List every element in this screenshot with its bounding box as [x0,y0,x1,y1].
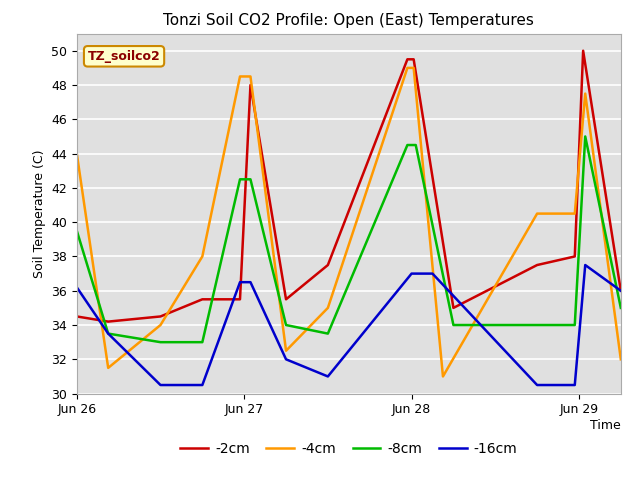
-16cm [324,373,332,379]
Text: TZ_soilco2: TZ_soilco2 [88,50,161,63]
-2cm [282,297,290,302]
Line: -2cm: -2cm [77,51,621,322]
-2cm [617,288,625,294]
Line: -4cm: -4cm [77,68,621,376]
-8cm [282,322,290,328]
-16cm [236,279,244,285]
-16cm [246,279,254,285]
-16cm [73,285,81,290]
-2cm [324,262,332,268]
-16cm [157,382,164,388]
-16cm [617,288,625,294]
-8cm [404,142,412,148]
-8cm [571,322,579,328]
-4cm [324,305,332,311]
-4cm [282,348,290,354]
-2cm [579,48,587,54]
-2cm [410,57,417,62]
-4cm [439,373,447,379]
-2cm [449,305,457,311]
Line: -8cm: -8cm [77,136,621,342]
-8cm [412,142,420,148]
-4cm [617,357,625,362]
-2cm [533,262,541,268]
-8cm [157,339,164,345]
-16cm [282,357,290,362]
-4cm [246,73,254,79]
-4cm [571,211,579,216]
-16cm [198,382,206,388]
-8cm [617,305,625,311]
-2cm [157,313,164,319]
-8cm [533,322,541,328]
-16cm [571,382,579,388]
-4cm [104,365,112,371]
-2cm [246,82,254,88]
-2cm [73,313,81,319]
-16cm [533,382,541,388]
-8cm [324,331,332,336]
-4cm [533,211,541,216]
-4cm [581,91,589,96]
-8cm [73,228,81,234]
-8cm [104,331,112,336]
-4cm [410,65,417,71]
-2cm [571,253,579,259]
Text: Time: Time [590,419,621,432]
Title: Tonzi Soil CO2 Profile: Open (East) Temperatures: Tonzi Soil CO2 Profile: Open (East) Temp… [163,13,534,28]
-16cm [429,271,436,276]
Line: -16cm: -16cm [77,265,621,385]
-8cm [581,133,589,139]
-4cm [404,65,412,71]
-8cm [246,177,254,182]
-4cm [236,73,244,79]
-16cm [581,262,589,268]
Y-axis label: Soil Temperature (C): Soil Temperature (C) [33,149,45,278]
-4cm [157,322,164,328]
-4cm [73,151,81,156]
-4cm [198,253,206,259]
-2cm [198,297,206,302]
-16cm [104,331,112,336]
-8cm [198,339,206,345]
-2cm [104,319,112,324]
-2cm [404,57,412,62]
-2cm [236,297,244,302]
-8cm [449,322,457,328]
-16cm [408,271,415,276]
Legend: -2cm, -4cm, -8cm, -16cm: -2cm, -4cm, -8cm, -16cm [175,436,523,462]
-8cm [236,177,244,182]
